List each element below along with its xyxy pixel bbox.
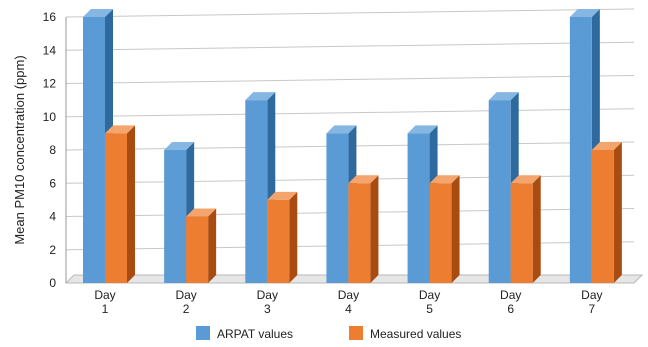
bar-side — [370, 175, 379, 283]
bar-side — [451, 175, 460, 283]
gridline — [65, 8, 635, 18]
bar-front-arpat — [407, 133, 430, 283]
bar-top — [348, 175, 379, 184]
x-category-label: 2 — [183, 302, 190, 316]
y-tick-label: 2 — [49, 243, 56, 257]
bar-front-measured — [510, 183, 533, 283]
bar-top — [488, 92, 519, 101]
bar-side — [208, 208, 217, 283]
legend-swatch-arpat — [196, 326, 210, 340]
bar-front-measured — [186, 216, 209, 283]
x-category-label: Day — [338, 288, 359, 302]
y-tick-label: 8 — [49, 143, 56, 157]
bar-front-arpat — [245, 100, 268, 283]
bar-top — [245, 92, 276, 101]
bar-top — [569, 9, 600, 17]
bar-top — [267, 191, 298, 200]
bar-top — [591, 142, 622, 150]
bar-top — [429, 175, 460, 184]
bar-top — [83, 9, 113, 17]
bar-top — [510, 175, 541, 184]
bar-front-arpat — [326, 133, 349, 283]
bar-side — [613, 142, 622, 283]
y-tick-label: 0 — [49, 276, 56, 290]
bars — [83, 9, 622, 283]
x-category-label: 3 — [264, 302, 271, 316]
legend-label: ARPAT values — [217, 327, 293, 341]
bar-side — [289, 191, 298, 283]
y-tick-label: 4 — [49, 210, 56, 224]
bar-top — [164, 142, 195, 150]
bar-side — [532, 175, 541, 283]
gridline — [65, 75, 635, 84]
legend-swatch-measured — [349, 326, 363, 340]
bar-front-arpat — [164, 150, 187, 283]
bar-front-arpat — [569, 17, 592, 283]
bar-front-measured — [267, 199, 290, 283]
x-category-label: 1 — [102, 302, 109, 316]
legend: ARPAT values Measured values — [196, 326, 461, 341]
x-category-label: 7 — [589, 302, 596, 316]
y-tick-label: 12 — [43, 77, 57, 91]
x-category-label: Day — [175, 288, 196, 302]
x-category-label: Day — [581, 288, 602, 302]
bar-top — [105, 125, 135, 134]
gridline — [65, 41, 635, 51]
legend-label: Measured values — [370, 327, 461, 341]
bar-front-measured — [348, 183, 371, 283]
x-category-label: Day — [257, 288, 278, 302]
x-category-label: 6 — [507, 302, 514, 316]
bar-front-measured — [429, 183, 452, 283]
x-category-label: Day — [500, 288, 521, 302]
bar-side — [127, 125, 135, 283]
x-category-label: 4 — [345, 302, 352, 316]
y-tick-labels: 0 2 4 6 8 10 12 14 16 — [43, 10, 57, 290]
y-tick-label: 10 — [43, 110, 57, 124]
gridline — [65, 108, 635, 118]
bar-front-measured — [105, 133, 127, 283]
bar-front-arpat — [488, 100, 511, 283]
bar-front-arpat — [83, 17, 105, 283]
x-category-label: Day — [94, 288, 115, 302]
x-category-label: 5 — [426, 302, 433, 316]
bar-top — [407, 125, 438, 134]
y-tick-label: 14 — [43, 43, 57, 57]
bar-front-measured — [591, 150, 614, 283]
y-tick-label: 16 — [43, 10, 57, 24]
bar-top — [186, 208, 217, 217]
y-tick-label: 6 — [49, 176, 56, 190]
bar-top — [326, 125, 357, 134]
y-axis-title: Mean PM10 concentration (ppm) — [12, 55, 27, 244]
x-category-label: Day — [419, 288, 440, 302]
